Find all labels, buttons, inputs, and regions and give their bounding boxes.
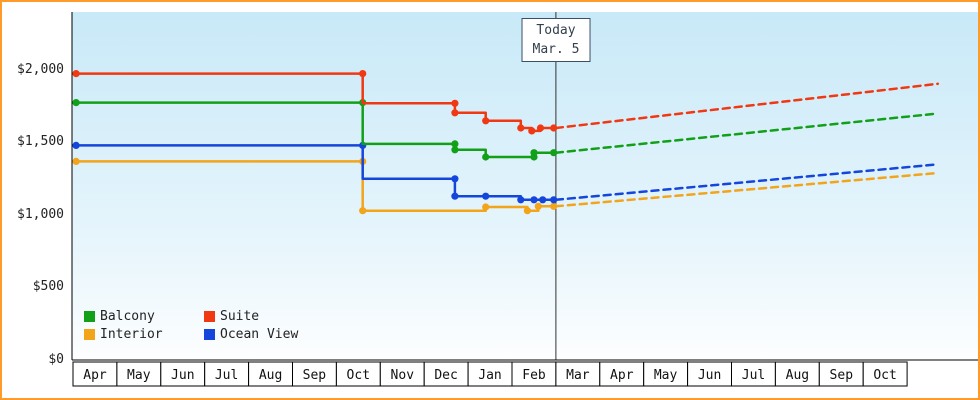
month-cell bbox=[292, 361, 337, 387]
x-axis-month-label: Aug bbox=[786, 368, 809, 383]
x-axis-month-label: Mar bbox=[566, 368, 590, 383]
today-marker-label: Today Mar. 5 bbox=[521, 18, 591, 62]
data-point-ocean-view bbox=[530, 196, 538, 204]
data-point-suite bbox=[528, 127, 536, 135]
month-cell bbox=[687, 361, 732, 387]
legend: Balcony Suite Interior Ocean View bbox=[84, 309, 298, 342]
legend-label: Balcony bbox=[100, 309, 155, 324]
x-axis-month-label: Sep bbox=[830, 368, 854, 383]
x-axis-month-label: Feb bbox=[522, 368, 546, 383]
today-label-line1: Today bbox=[536, 23, 576, 38]
x-axis-month-label: Apr bbox=[610, 368, 634, 383]
y-axis-label: $2,000 bbox=[17, 62, 64, 77]
data-point-interior bbox=[550, 202, 558, 210]
month-cell bbox=[555, 361, 601, 387]
data-point-balcony bbox=[482, 153, 490, 161]
data-point-suite bbox=[482, 117, 490, 125]
legend-label: Ocean View bbox=[220, 327, 299, 342]
x-axis-month-label: Oct bbox=[347, 368, 370, 383]
data-point-ocean-view bbox=[451, 175, 459, 183]
data-point-balcony bbox=[530, 149, 538, 157]
month-cell bbox=[204, 361, 250, 387]
data-point-ocean-view bbox=[517, 196, 525, 204]
month-cell bbox=[511, 361, 557, 387]
x-axis-month-label: Sep bbox=[303, 368, 327, 383]
x-axis-month-label: May bbox=[654, 368, 678, 383]
data-point-interior bbox=[72, 157, 80, 165]
x-axis-month-label: Jun bbox=[171, 368, 194, 383]
legend-item-ocean-view: Ocean View bbox=[204, 327, 298, 342]
data-point-balcony bbox=[451, 146, 459, 154]
legend-label: Suite bbox=[220, 309, 260, 324]
data-point-ocean-view bbox=[72, 141, 80, 149]
data-point-balcony bbox=[451, 140, 459, 148]
series-forecast-suite bbox=[554, 82, 940, 130]
data-point-balcony bbox=[550, 149, 558, 157]
data-point-suite bbox=[550, 124, 558, 132]
x-axis-month-label: Jun bbox=[698, 368, 721, 383]
series-forecast-ocean-view bbox=[554, 163, 940, 202]
month-cell bbox=[643, 361, 689, 387]
x-axis-month-label: Dec bbox=[434, 368, 457, 383]
month-cell bbox=[379, 361, 425, 387]
suite-swatch-icon bbox=[204, 311, 215, 322]
x-axis-month-label: Oct bbox=[873, 368, 896, 383]
x-axis-month-label: May bbox=[127, 368, 151, 383]
month-cell bbox=[423, 361, 469, 387]
month-cell bbox=[862, 361, 908, 387]
data-point-suite bbox=[359, 70, 367, 78]
legend-item-interior: Interior bbox=[84, 327, 196, 342]
data-point-interior bbox=[482, 203, 490, 211]
series-forecast-balcony bbox=[554, 112, 940, 154]
ocean-view-swatch-icon bbox=[204, 329, 215, 340]
data-point-suite bbox=[517, 124, 525, 132]
legend-item-suite: Suite bbox=[204, 309, 298, 324]
y-axis-label: $500 bbox=[32, 279, 64, 294]
legend-label: Interior bbox=[100, 327, 163, 342]
month-cell bbox=[335, 361, 381, 387]
data-point-ocean-view bbox=[482, 192, 490, 200]
plot-area bbox=[72, 12, 978, 360]
data-point-interior bbox=[523, 207, 532, 215]
data-point-ocean-view bbox=[550, 196, 558, 204]
x-axis-month-label: Jan bbox=[478, 368, 501, 383]
data-point-suite bbox=[451, 109, 459, 117]
series-forecast-interior bbox=[554, 171, 940, 208]
month-cell bbox=[72, 361, 118, 387]
data-point-interior bbox=[359, 207, 367, 215]
y-axis-label: $0 bbox=[48, 352, 64, 367]
interior-swatch-icon bbox=[84, 329, 95, 340]
x-axis-month-label: Jul bbox=[742, 368, 765, 383]
data-point-balcony bbox=[72, 99, 80, 107]
month-cell bbox=[116, 361, 162, 387]
month-cell bbox=[599, 361, 645, 387]
x-axis-month-label: Apr bbox=[83, 368, 107, 383]
legend-item-balcony: Balcony bbox=[84, 309, 196, 324]
month-cell bbox=[467, 361, 513, 387]
balcony-swatch-icon bbox=[84, 311, 95, 322]
data-point-suite bbox=[72, 70, 80, 78]
data-point-suite bbox=[451, 99, 459, 107]
y-axis-label: $1,500 bbox=[17, 134, 64, 149]
x-axis-month-label: Nov bbox=[391, 368, 415, 383]
y-axis-label: $1,000 bbox=[17, 207, 64, 222]
month-cell bbox=[731, 361, 776, 387]
data-point-interior bbox=[534, 202, 542, 210]
data-point-ocean-view bbox=[451, 192, 459, 200]
today-label-line2: Mar. 5 bbox=[532, 42, 580, 57]
data-point-ocean-view bbox=[539, 196, 547, 204]
x-axis-month-label: Jul bbox=[215, 368, 238, 383]
data-point-suite bbox=[536, 124, 545, 132]
x-axis-month-label: Aug bbox=[259, 368, 282, 383]
